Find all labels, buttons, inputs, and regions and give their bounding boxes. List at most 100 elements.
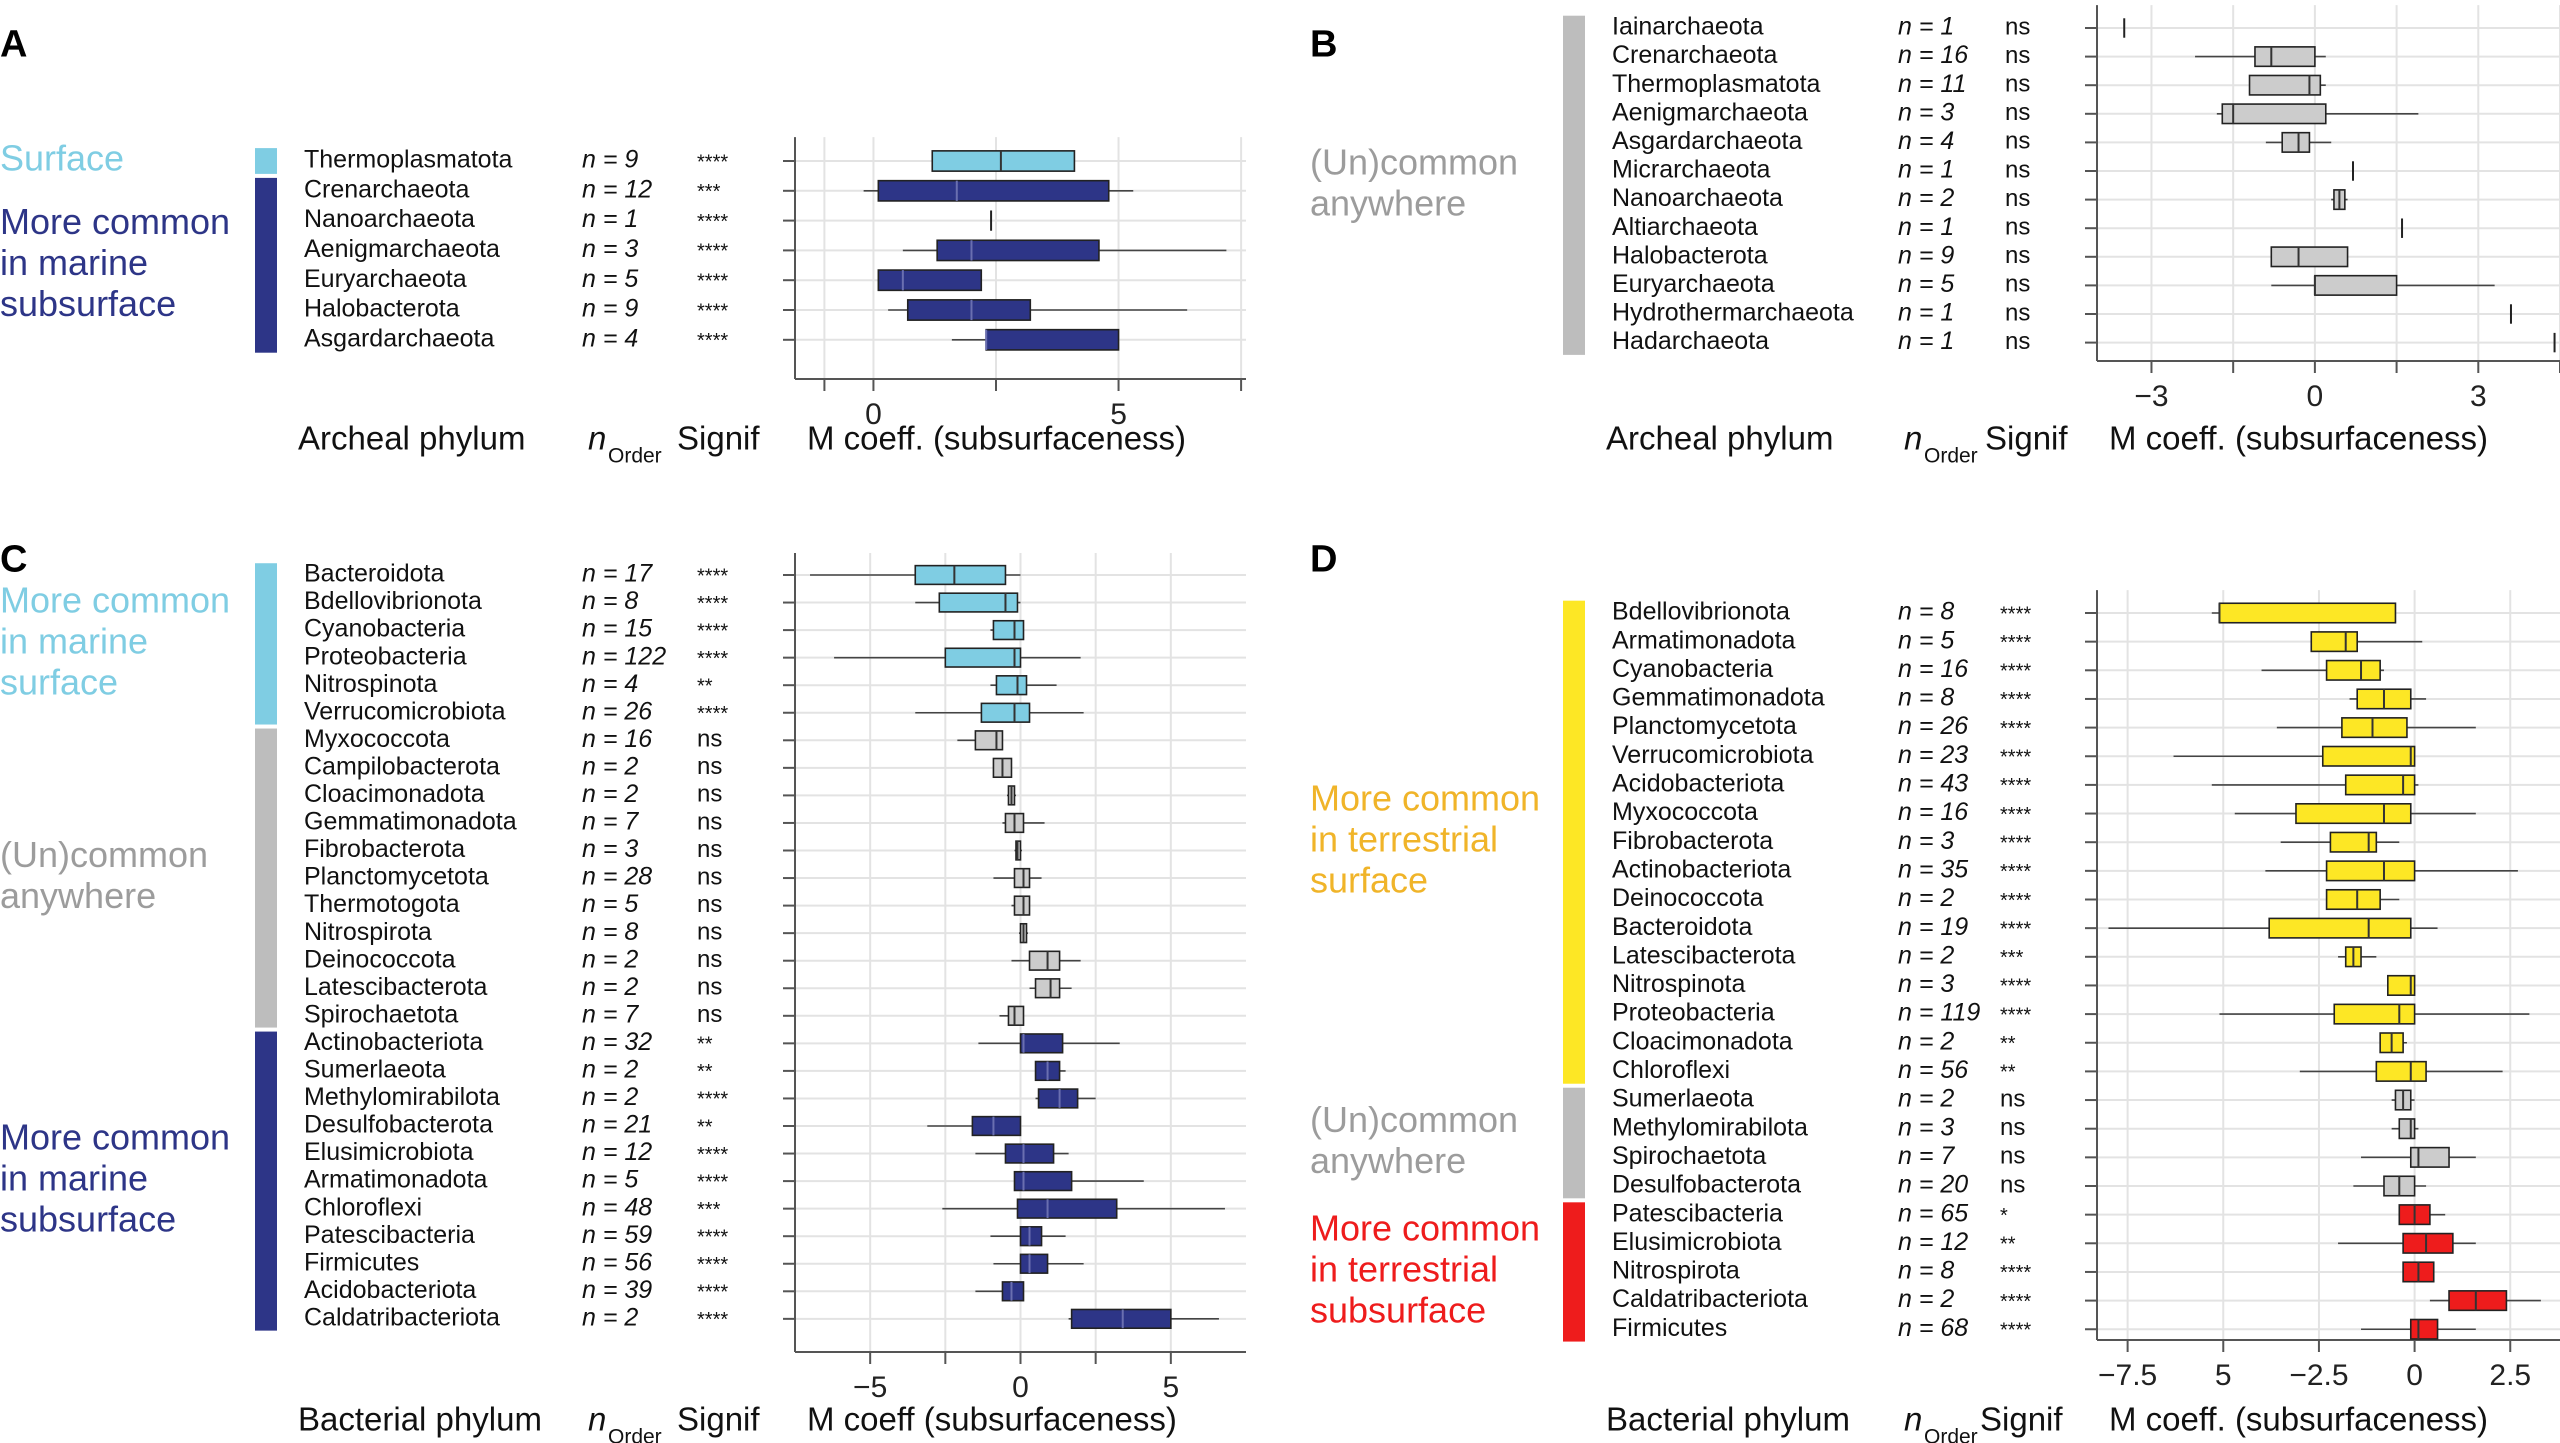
signif-value: ns: [697, 863, 722, 890]
signif-value: ****: [697, 1282, 728, 1304]
n-order-value: n = 2: [582, 1056, 638, 1084]
phylum-label: Patescibacteria: [1612, 1199, 1783, 1227]
group-label: in marine: [0, 620, 148, 661]
phylum-label: Chloroflexi: [304, 1193, 422, 1221]
signif-column-header: Signif: [677, 420, 760, 457]
signif-value: ****: [2000, 603, 2031, 625]
x-tick-label: −3: [2134, 380, 2168, 413]
signif-value: ns: [2000, 1114, 2025, 1141]
signif-value: ns: [697, 946, 722, 973]
signif-value: ****: [697, 151, 728, 173]
n-column-subscript: Order: [1924, 1426, 1978, 1443]
box-iqr: [2375, 1060, 2427, 1082]
x-tick-label: 3: [2470, 380, 2487, 413]
phylum-label: Halobacterota: [1612, 241, 1768, 269]
box-iqr: [992, 619, 1025, 641]
n-order-value: n = 9: [1898, 241, 1954, 269]
n-order-value: n = 1: [1898, 299, 1954, 327]
phylum-label: Nitrospirota: [304, 918, 432, 946]
n-order-value: n = 59: [582, 1221, 652, 1249]
n-column-header: n: [1904, 420, 1922, 457]
panel-label: A: [0, 23, 27, 65]
signif-value: *: [2000, 1205, 2008, 1227]
signif-value: ns: [697, 808, 722, 835]
n-order-value: n = 23: [1898, 741, 1968, 769]
box-iqr: [914, 564, 1007, 586]
signif-value: ns: [2005, 299, 2030, 326]
panel-label: B: [1310, 23, 1337, 65]
signif-value: ns: [697, 891, 722, 918]
signif-value: ****: [2000, 1004, 2031, 1026]
phylum-column-header: Bacterial phylum: [298, 1401, 542, 1438]
phylum-label: Asgardarchaeota: [1612, 127, 1803, 155]
n-order-value: n = 26: [1898, 712, 1968, 740]
phylum-label: Proteobacteria: [1612, 999, 1775, 1027]
signif-value: ****: [2000, 890, 2031, 912]
x-tick-label: 0: [865, 398, 882, 431]
box-iqr: [2281, 131, 2311, 153]
n-order-value: n = 16: [1898, 798, 1968, 826]
signif-value: ****: [2000, 718, 2031, 740]
group-color-bar: [255, 148, 277, 174]
n-order-value: n = 4: [582, 324, 638, 352]
phylum-column-header: Archeal phylum: [298, 420, 525, 457]
signif-value: ****: [697, 1171, 728, 1193]
box-iqr: [974, 730, 1004, 751]
x-tick-label: −7.5: [2098, 1359, 2157, 1392]
n-order-value: n = 16: [582, 725, 652, 753]
n-order-value: n = 21: [582, 1111, 652, 1139]
phylum-label: Caldatribacteriota: [1612, 1285, 1808, 1313]
group-label: More common: [1310, 1207, 1540, 1248]
phylum-label: Aenigmarchaeota: [304, 235, 500, 263]
group-label: More common: [0, 1117, 230, 1158]
signif-value: ****: [697, 565, 728, 587]
box-iqr: [1019, 1226, 1043, 1247]
group-label: More common: [0, 201, 230, 242]
signif-value: ns: [697, 918, 722, 945]
box-iqr: [1001, 1281, 1025, 1302]
phylum-label: Crenarchaeota: [304, 175, 469, 203]
phylum-label: Methylomirabilota: [1612, 1113, 1808, 1141]
n-order-value: n = 3: [1898, 98, 1954, 126]
n-order-value: n = 2: [1898, 884, 1954, 912]
signif-value: **: [2000, 1234, 2016, 1256]
phylum-label: Nitrospinota: [1612, 970, 1745, 998]
n-order-value: n = 1: [1898, 213, 1954, 241]
n-order-value: n = 16: [1898, 41, 1968, 69]
signif-value: ****: [697, 1144, 728, 1166]
n-order-value: n = 48: [582, 1193, 652, 1221]
n-order-value: n = 4: [582, 670, 638, 698]
phylum-label: Cyanobacteria: [1612, 655, 1773, 683]
group-label: (Un)common: [1310, 141, 1518, 182]
signif-value: ***: [697, 1199, 721, 1221]
group-label: subsurface: [1310, 1289, 1486, 1330]
phylum-label: Armatimonadota: [1612, 626, 1796, 654]
group-color-bar: [255, 728, 277, 1028]
box-iqr: [2409, 1146, 2450, 1168]
signif-value: ns: [697, 726, 722, 753]
n-order-value: n = 26: [582, 697, 652, 725]
box-iqr: [985, 328, 1120, 351]
signif-value: **: [697, 675, 713, 697]
group-label: anywhere: [1310, 1140, 1466, 1181]
n-order-value: n = 122: [582, 642, 666, 670]
phylum-label: Firmicutes: [304, 1248, 419, 1276]
panel-b: B −3 0 3 Iainarchaeota n = 1 ns Crenarchaeota n …: [1310, 5, 2560, 468]
x-axis-label: M coeff. (subsurfaceness): [2109, 1401, 2488, 1438]
n-order-value: n = 2: [1898, 941, 1954, 969]
signif-value: ns: [2005, 214, 2030, 241]
box-iqr: [1013, 895, 1031, 916]
group-label: Surface: [0, 138, 124, 179]
signif-value: **: [2000, 1062, 2016, 1084]
x-tick-label: 0: [2307, 380, 2324, 413]
phylum-label: Cyanobacteria: [304, 615, 465, 643]
phylum-label: Armatimonadota: [304, 1166, 488, 1194]
signif-value: ****: [2000, 918, 2031, 940]
signif-value: ns: [697, 753, 722, 780]
box-iqr: [2325, 888, 2381, 911]
signif-value: ****: [2000, 775, 2031, 797]
group-label: (Un)common: [1310, 1099, 1518, 1140]
phylum-label: Thermotogota: [304, 890, 460, 918]
